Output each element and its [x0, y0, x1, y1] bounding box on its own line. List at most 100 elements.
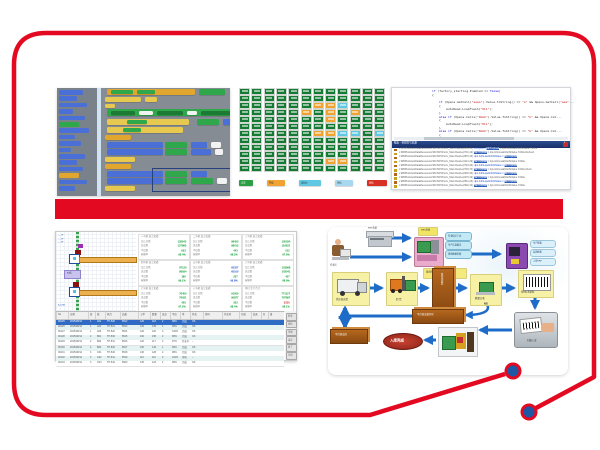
code-block[interactable] — [211, 142, 221, 148]
column-header: 数量 — [151, 313, 157, 316]
column-divider — [170, 312, 171, 319]
code-block[interactable] — [139, 110, 153, 115]
table-cell: TP-531 — [106, 340, 115, 344]
kpi-row: 稼働率 98.1% — [244, 306, 291, 310]
status-cell — [251, 88, 263, 95]
code-text: if (Opens.GetCell("aaaa").Value.ToString… — [439, 100, 575, 104]
table-cell: TP-542 — [106, 361, 115, 365]
legend-item: 警报 — [267, 180, 285, 186]
code-block[interactable] — [105, 135, 131, 140]
status-cell — [325, 165, 337, 172]
result-text: c:\RBPlus\AutoDataReceive\src\RCS\PCForm… — [399, 151, 535, 155]
side-button[interactable]: 设定 — [286, 336, 297, 344]
kpi-label: 加工总数 — [245, 266, 255, 269]
code-block[interactable] — [107, 142, 163, 148]
status-cell — [239, 102, 250, 109]
code-block[interactable] — [197, 119, 219, 125]
close-icon[interactable]: x — [563, 142, 568, 147]
status-cell — [325, 151, 337, 158]
kpi-label: 加工总数 — [245, 292, 255, 295]
code-block[interactable] — [105, 104, 115, 108]
floor-tag: — 1F — [58, 233, 64, 236]
column-header: No — [57, 313, 61, 316]
side-button[interactable]: 检索 — [286, 313, 297, 321]
horizontal-scrollbar[interactable] — [394, 137, 568, 140]
code-block[interactable] — [107, 127, 183, 133]
search-result-row[interactable]: c:\RBPlus\AutoDataReceive\src\RCS\PCForm… — [392, 184, 570, 188]
table-cell: 1 — [161, 346, 163, 349]
code-block[interactable] — [105, 157, 135, 162]
kpi-value: 186 — [181, 275, 186, 278]
kpi-row: 稼働率 99.1% — [140, 280, 187, 284]
table-cell: 100% — [171, 330, 178, 333]
status-cell — [239, 123, 250, 130]
code-block[interactable] — [105, 164, 131, 169]
scanner-box: 扫描入库 — [514, 312, 558, 348]
status-cell — [275, 144, 287, 151]
code-block[interactable] — [111, 110, 135, 115]
status-cell — [275, 88, 287, 95]
table-cell: 98% — [171, 351, 177, 354]
kpi-label: 不良数 — [245, 301, 253, 304]
column-header: 线 — [96, 313, 99, 316]
status-cell — [288, 158, 300, 165]
status-cell — [251, 137, 263, 144]
kpi-label: 良品数 — [245, 296, 253, 299]
table-cell: B03 — [96, 346, 101, 349]
code-block[interactable] — [127, 120, 147, 124]
column-divider — [203, 312, 204, 319]
table-cell: A01 — [96, 320, 101, 323]
table-cell: 8517 — [121, 346, 127, 349]
kpi-value: 96.8% — [230, 279, 238, 283]
code-block[interactable] — [165, 149, 187, 155]
code-text: AutoRead.LoopFlash("011"); — [446, 122, 493, 126]
production-table[interactable]: No 日期班线机台 品番 工单 数量 良品 不良率状态 条码 作业者 开始 结束区备 00125 201… — [56, 311, 284, 368]
code-block[interactable] — [215, 149, 223, 155]
status-cell — [239, 158, 250, 165]
kpi-value: 323 — [233, 301, 238, 304]
status-cell — [288, 123, 300, 130]
code-block[interactable] — [187, 110, 197, 115]
side-button[interactable]: 印刷 — [286, 328, 297, 337]
code-block[interactable] — [191, 142, 207, 148]
table-cell: 2015/08/12 — [69, 335, 82, 339]
table-cell: 139 — [151, 325, 156, 328]
kpi-label: 良品数 — [245, 244, 253, 247]
block-canvas[interactable] — [57, 88, 230, 196]
search-result-list[interactable]: c:\RBPlus\AutoDataReceive\src\RCS\PCForm… — [392, 147, 570, 189]
code-block[interactable] — [223, 119, 230, 125]
side-button[interactable]: 更新 — [286, 320, 297, 329]
unload-forklift-box: 卸 货 — [386, 272, 418, 306]
code-block[interactable] — [107, 119, 189, 125]
side-button[interactable]: 关闭 — [286, 352, 297, 360]
status-cell — [288, 137, 300, 144]
table-cell: 140 — [139, 325, 144, 328]
status-cell — [325, 102, 337, 109]
code-block[interactable] — [105, 186, 135, 191]
code-block[interactable] — [111, 90, 133, 94]
kpi-value: 127890 — [177, 244, 186, 248]
status-cell — [300, 165, 312, 172]
kpi-value: 103541 — [281, 270, 290, 274]
kpi-title: 本日 生产合计 — [245, 287, 261, 290]
code-block[interactable] — [107, 149, 163, 155]
code-block[interactable] — [137, 90, 155, 94]
code-block[interactable] — [145, 97, 157, 102]
code-block[interactable] — [157, 110, 183, 115]
kpi-row: 稼働率 98.2% — [192, 254, 239, 258]
legend-item: 停机 — [367, 180, 387, 186]
code-block[interactable] — [201, 110, 230, 115]
table-cell: 117 — [151, 340, 156, 344]
kpi-value: 87120 — [178, 266, 186, 269]
side-button[interactable]: 终了 — [286, 344, 297, 352]
table-row[interactable]: 00133 2015/08/12 3 C03 TP-542 8520 125 123 2 98% 完… — [56, 361, 284, 368]
status-cell — [288, 88, 300, 95]
code-block[interactable] — [199, 89, 225, 95]
code-block[interactable] — [165, 142, 187, 148]
table-cell: 3 — [89, 361, 91, 365]
code-block[interactable] — [123, 128, 141, 132]
code-block[interactable] — [191, 149, 211, 155]
status-cell — [239, 144, 250, 151]
code-block[interactable] — [105, 97, 141, 102]
code-text: { — [439, 118, 441, 123]
